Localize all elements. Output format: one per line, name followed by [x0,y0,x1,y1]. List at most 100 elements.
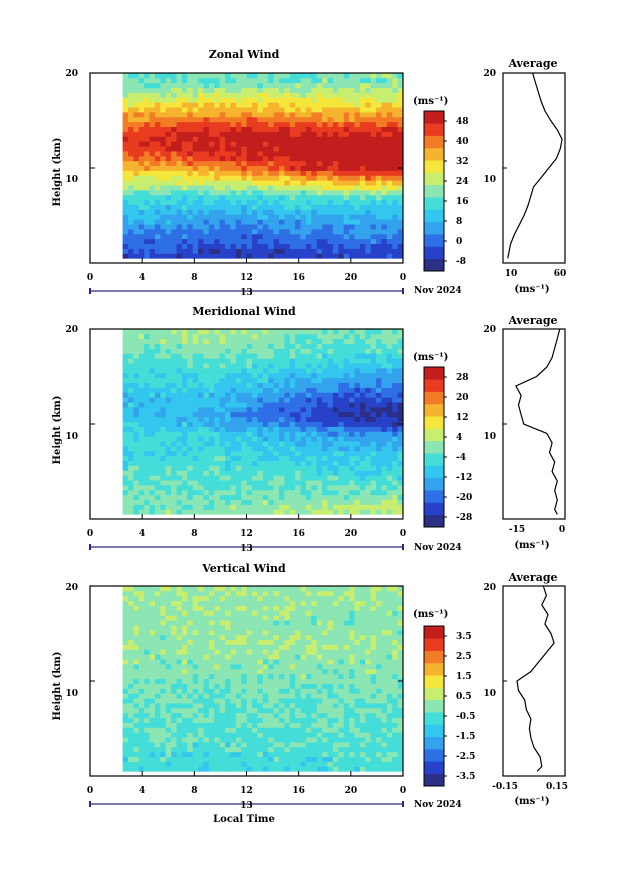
heatmap-cell [327,407,334,413]
heatmap-cell [230,586,237,592]
heatmap-cell [208,620,215,626]
heatmap-cell [359,450,366,457]
heatmap-cell [154,97,161,103]
heatmap-cell [160,489,167,496]
heatmap-cell [192,333,199,340]
heatmap-cell [305,175,312,181]
heatmap-cell [219,372,226,379]
heatmap-cell [154,659,161,665]
heatmap-cell [219,121,226,128]
heatmap-cell [214,615,221,621]
heatmap-cell [241,703,248,709]
heatmap-cell [176,595,183,602]
heatmap-cell [144,397,150,403]
heatmap-cell [365,112,372,118]
heatmap-cell [338,146,345,152]
heatmap-cell [133,175,140,181]
heatmap-cell [235,397,242,403]
heatmap-cell [225,480,231,486]
heatmap-cell [122,185,129,191]
heatmap-cell [144,615,150,621]
heatmap-cell [338,170,345,176]
heatmap-cell [171,392,177,398]
heatmap-cell [230,766,237,772]
heatmap-cell [171,338,177,345]
heatmap-cell [365,146,372,152]
heatmap-cell [262,107,269,113]
heatmap-cell [181,343,188,349]
heatmap-cell [359,233,366,240]
heatmap-cell [187,450,194,457]
heatmap-cell [252,504,258,510]
heatmap-cell [230,363,237,369]
heatmap-cell [338,131,345,137]
heatmap-cell [138,180,145,186]
heatmap-cell [198,107,204,113]
heatmap-cell [392,253,399,259]
heatmap-cell [386,343,393,349]
heatmap-cell [316,136,323,142]
heatmap-cell [203,766,210,772]
heatmap-cell [332,116,339,123]
heatmap-cell [322,402,328,408]
heatmap-cell [171,751,177,758]
heatmap-cell [165,722,172,728]
heatmap-cell [133,727,140,733]
heatmap-cell [171,180,177,186]
heatmap-cell [322,194,328,201]
heatmap-cell [138,610,145,616]
heatmap-cell [295,77,301,84]
heatmap-cell [370,368,377,374]
heatmap-cell [128,112,134,118]
heatmap-cell [235,73,242,79]
heatmap-cell [268,372,274,379]
heatmap-cell [138,756,145,762]
heatmap-cell [365,165,372,171]
heatmap-cell [144,703,150,709]
heatmap-cell [138,605,145,611]
heatmap-cell [349,485,355,491]
heatmap-cell [192,131,199,137]
heatmap-cell [316,387,323,393]
heatmap-cell [295,248,301,254]
heatmap-cell [160,756,167,762]
heatmap-cell [359,219,366,225]
heatmap-cell [257,175,264,181]
heatmap-cell [370,421,377,427]
heatmap-cell [219,136,226,142]
heatmap-cell [381,333,388,340]
heatmap-cell [192,112,199,118]
heatmap-cell [154,160,161,167]
heatmap-cell [198,615,204,621]
heatmap-cell [392,485,399,491]
heatmap-cell [305,214,312,220]
heatmap-cell [241,121,248,128]
heatmap-cell [144,455,150,462]
heatmap-cell [311,499,318,505]
heatmap-cell [332,329,339,335]
heatmap-cell [171,664,177,670]
heatmap-cell [122,155,129,162]
heatmap-cell [219,698,226,704]
heatmap-cell [187,102,194,108]
heatmap-cell [370,141,377,147]
heatmap-cell [176,229,183,235]
heatmap-cell [219,73,226,79]
heatmap-cell [343,136,350,142]
heatmap-cell [311,455,318,462]
heatmap-cell [198,131,204,137]
heatmap-cell [397,121,404,128]
heatmap-cell [376,397,382,403]
heatmap-cell [203,243,210,249]
heatmap-cell [230,644,237,650]
heatmap-cell [192,353,199,359]
heatmap-cell [214,441,221,447]
heatmap-cell [284,475,291,481]
heatmap-cell [359,470,366,476]
heatmap-cell [235,742,242,748]
heatmap-cell [305,343,312,349]
heatmap-cell [192,180,199,186]
heatmap-cell [381,470,388,476]
heatmap-cell [284,441,291,447]
heatmap-cell [198,353,204,359]
